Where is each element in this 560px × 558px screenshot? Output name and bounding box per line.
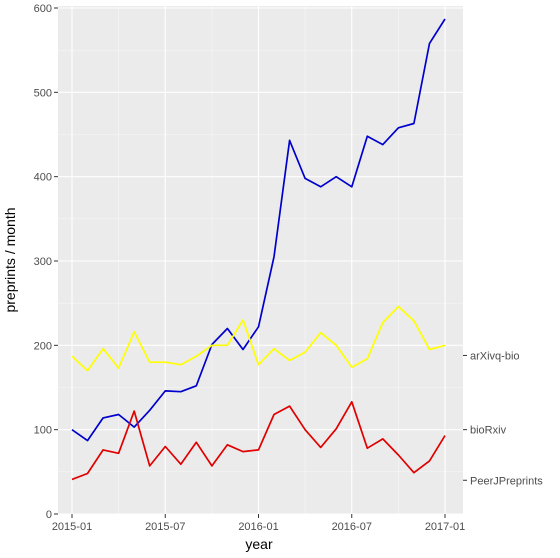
series-label-peerjpreprints: PeerJPreprints [470, 475, 543, 487]
y-axis-title: preprints / month [2, 207, 18, 312]
y-tick-label: 0 [46, 509, 52, 521]
series-label-arxivq-bio: arXivq-bio [470, 350, 520, 362]
x-axis-title: year [245, 536, 273, 552]
y-axis: 0 100 200 300 400 500 600 [34, 3, 58, 521]
x-tick-label: 2016-07 [332, 521, 372, 533]
x-tick-label: 2016-01 [238, 521, 278, 533]
y-tick-label: 300 [34, 256, 52, 268]
x-tick-label: 2015-07 [145, 521, 185, 533]
x-tick-label: 2015-01 [52, 521, 92, 533]
series-label-biorxiv: bioRxiv [470, 425, 507, 437]
series-labels: bioRxiv arXivq-bio PeerJPreprints [463, 350, 543, 487]
y-tick-label: 600 [34, 3, 52, 15]
series-line-peerjpreprints [71, 400, 446, 481]
y-tick-label: 500 [34, 87, 52, 99]
x-tick-label: 2017-01 [425, 521, 465, 533]
major-gridlines [58, 6, 463, 515]
y-tick-label: 100 [34, 425, 52, 437]
y-tick-label: 200 [34, 340, 52, 352]
x-axis: 2015-01 2015-07 2016-01 2016-07 2017-01 [52, 514, 465, 533]
y-tick-label: 400 [34, 172, 52, 184]
series-line-biorxiv [71, 18, 446, 442]
series-line-arxivq-bio [71, 305, 446, 372]
series-lines [71, 18, 446, 481]
